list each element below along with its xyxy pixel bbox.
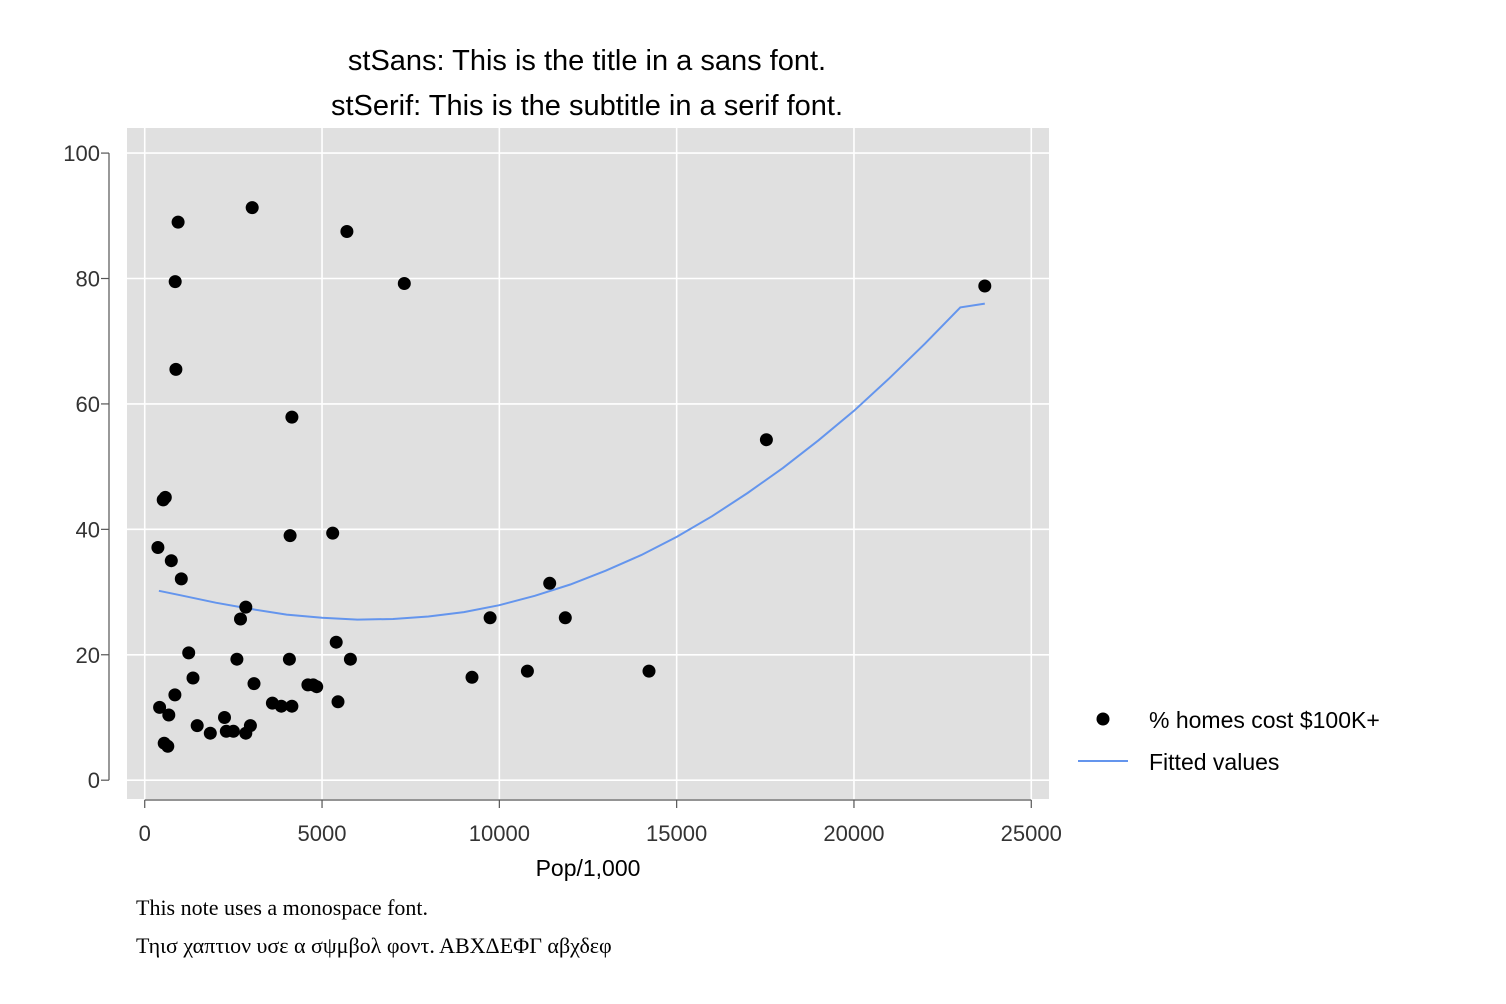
data-point: [230, 652, 244, 666]
legend: % homes cost $100K+ Fitted values: [1078, 707, 1380, 775]
axes: 0 20 40 60 80 100 0 5000 10000 15000 20000 25000: [63, 141, 1062, 846]
data-point: [483, 611, 497, 625]
plot-area: [127, 128, 1049, 799]
data-point: [247, 677, 261, 691]
y-tick-label: 40: [76, 517, 100, 542]
data-point: [151, 541, 165, 554]
fit-line: [158, 302, 985, 621]
data-point: [543, 576, 557, 590]
data-point: [642, 664, 656, 678]
data-point: [283, 529, 297, 543]
data-point: [168, 275, 182, 289]
legend-label-points: % homes cost $100K+: [1149, 707, 1380, 733]
data-point: [331, 695, 345, 709]
data-point: [186, 671, 200, 685]
data-point: [164, 554, 178, 568]
y-tick-label: 20: [76, 643, 100, 668]
chart-subtitle: stSerif: This is the subtitle in a serif…: [331, 90, 843, 122]
note-line-2: Τηισ χαπτιον υσε α σψμβολ φοντ. ΑΒΧΔΕΦΓ …: [136, 933, 612, 958]
data-point: [239, 726, 253, 740]
data-point: [162, 708, 176, 722]
data-point: [326, 526, 340, 540]
data-point: [558, 611, 572, 625]
data-point: [520, 664, 534, 678]
data-point: [397, 277, 411, 290]
data-point: [340, 225, 354, 238]
data-point: [169, 362, 183, 376]
points-layer: [151, 201, 992, 753]
data-point: [168, 688, 182, 702]
chart-title: stSans: This is the title in a sans font…: [348, 45, 826, 77]
data-point: [239, 600, 253, 614]
data-point: [285, 699, 299, 713]
y-tick-label: 0: [88, 768, 100, 793]
legend-marker-points: [1096, 712, 1110, 726]
x-tick-label: 25000: [1001, 821, 1062, 846]
data-point: [156, 493, 170, 507]
data-point: [190, 719, 204, 733]
data-point: [234, 612, 247, 626]
data-point: [759, 433, 773, 447]
note-line-1: This note uses a monospace font.: [136, 895, 428, 920]
data-point: [329, 635, 343, 649]
data-point: [465, 670, 479, 684]
data-point: [343, 652, 357, 666]
fit-layer: [158, 302, 985, 621]
data-point: [282, 652, 296, 666]
data-point: [285, 410, 299, 424]
data-point: [245, 201, 259, 215]
data-point: [274, 699, 288, 713]
data-point: [978, 279, 992, 293]
data-point: [174, 572, 188, 586]
data-point: [182, 646, 196, 660]
data-point: [161, 739, 175, 753]
data-point: [203, 726, 217, 740]
y-tick-label: 60: [76, 392, 100, 417]
data-point: [218, 711, 231, 724]
x-tick-label: 5000: [298, 821, 347, 846]
legend-label-fit: Fitted values: [1149, 749, 1279, 775]
x-tick-label: 15000: [646, 821, 707, 846]
x-axis-label: Pop/1,000: [536, 855, 641, 881]
data-point: [171, 215, 185, 229]
grid: [127, 128, 1049, 799]
x-tick-label: 10000: [469, 821, 530, 846]
data-point: [226, 724, 240, 738]
y-tick-label: 80: [76, 267, 100, 292]
x-tick-label: 0: [139, 821, 151, 846]
data-point: [310, 680, 324, 694]
data-point: [153, 700, 167, 714]
x-tick-label: 20000: [823, 821, 884, 846]
y-tick-label: 100: [63, 141, 100, 166]
